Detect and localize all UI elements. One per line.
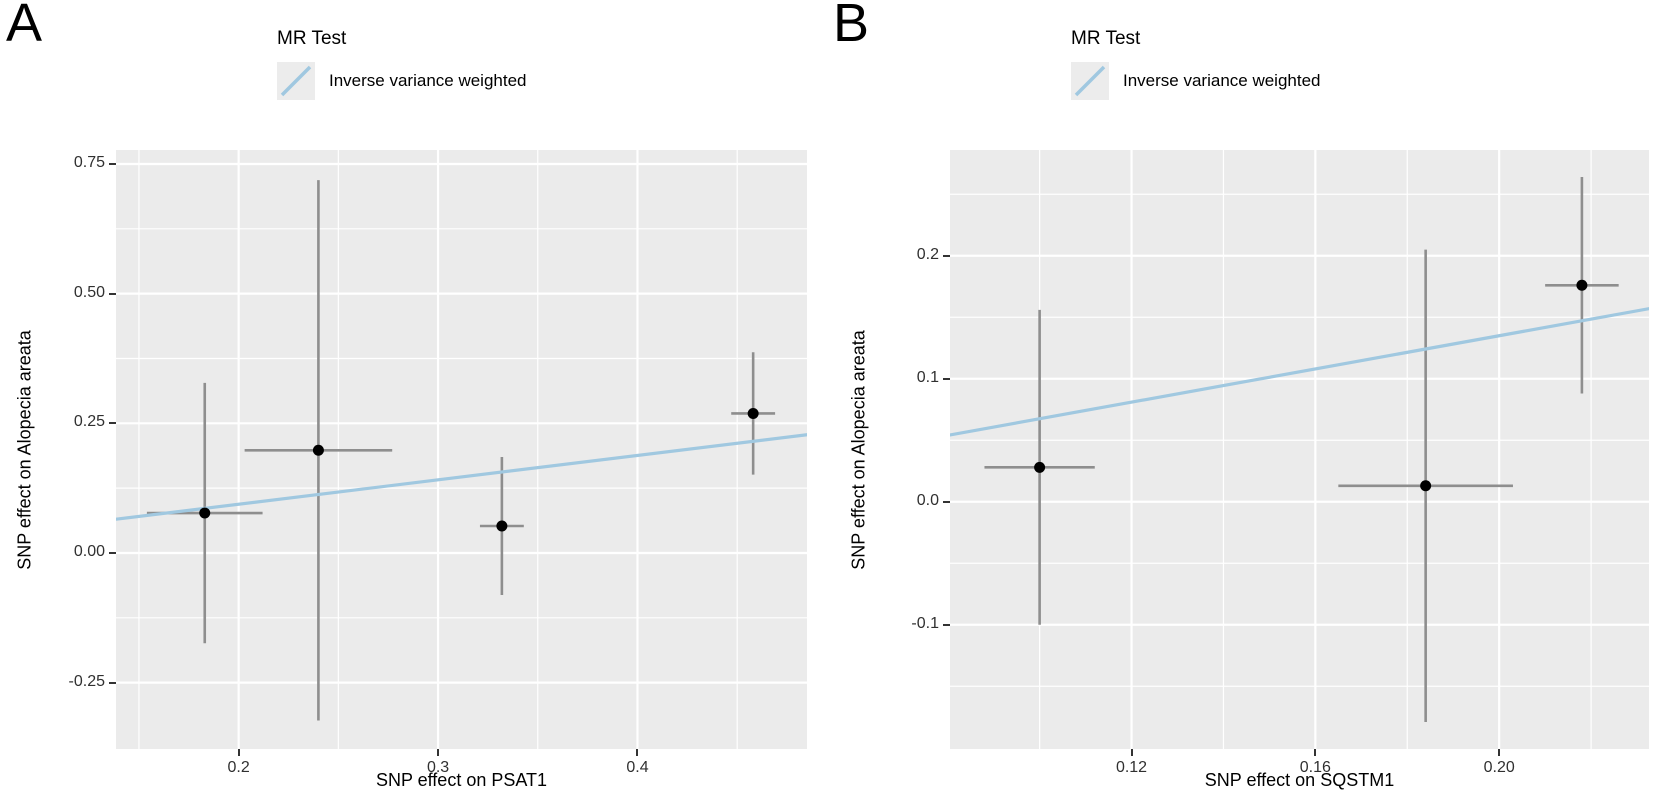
x-tick-mark <box>1130 749 1133 756</box>
y-tick-label: 0.2 <box>916 245 939 263</box>
x-tick-label: 0.12 <box>1115 759 1148 776</box>
x-tick-mark <box>237 749 240 756</box>
y-axis-title-b: SNP effect on Alopecia areata <box>848 330 869 570</box>
ivw-key-swatch <box>1074 65 1106 97</box>
legend-a: MR Test Inverse variance weighted <box>277 28 527 100</box>
x-tick-mark <box>636 749 639 756</box>
snp-data-point <box>496 520 508 532</box>
x-axis-title-b: SNP effect on SQSTM1 <box>1204 770 1395 790</box>
panel-a-letter: A <box>6 0 43 53</box>
y-tick-label: 0.1 <box>916 368 939 386</box>
panel-a: A MR Test Inverse variance weighted SNP … <box>6 0 809 790</box>
panel-b: B MR Test Inverse variance weighted SNP … <box>827 0 1654 809</box>
y-tick-label: -0.25 <box>68 672 105 690</box>
ivw-line-key-icon <box>1071 62 1109 100</box>
ivw-regression-line <box>114 433 809 521</box>
y-tick-label: -0.1 <box>911 614 939 632</box>
legend-title: MR Test <box>1071 28 1141 49</box>
ivw-regression-line <box>948 307 1651 437</box>
legend-title: MR Test <box>277 28 347 49</box>
y-tick-mark <box>109 681 116 684</box>
legend-entry-label: Inverse variance weighted <box>1123 71 1321 90</box>
x-tick-label: 0.20 <box>1483 759 1515 776</box>
plot-area-b <box>948 150 1651 749</box>
y-tick-label: 0.25 <box>73 413 105 431</box>
x-tick-label: 0.2 <box>227 759 250 776</box>
chart-canvas <box>948 150 1651 749</box>
legend-entry-ivw: Inverse variance weighted <box>277 62 527 100</box>
legend-b: MR Test Inverse variance weighted <box>1071 28 1321 100</box>
x-tick-label: 0.4 <box>626 759 649 776</box>
y-tick-mark <box>943 254 950 257</box>
snp-data-point <box>1576 279 1588 291</box>
y-tick-mark <box>943 623 950 626</box>
x-tick-label: 0.16 <box>1299 759 1331 776</box>
ivw-line-key-icon <box>277 62 315 100</box>
snp-data-point <box>1034 461 1046 473</box>
y-tick-mark <box>109 551 116 554</box>
x-tick-label: 0.3 <box>426 759 450 776</box>
snp-data-point <box>747 407 759 419</box>
y-tick-mark <box>109 292 116 295</box>
snp-data-point <box>199 507 211 519</box>
legend-entry-ivw: Inverse variance weighted <box>1071 62 1321 100</box>
ivw-key-swatch <box>280 65 312 97</box>
panel-b-letter: B <box>833 0 870 53</box>
y-tick-mark <box>109 163 116 165</box>
x-tick-mark <box>1498 749 1501 756</box>
y-tick-label: 0.75 <box>73 154 105 171</box>
y-tick-label: 0.50 <box>73 283 105 301</box>
y-tick-label: 0.0 <box>916 491 939 509</box>
legend-entry-label: Inverse variance weighted <box>329 71 527 90</box>
snp-data-point <box>1420 480 1432 492</box>
y-tick-label: 0.00 <box>73 542 105 560</box>
y-axis-title-a: SNP effect on Alopecia areata <box>14 330 35 570</box>
x-tick-mark <box>1314 749 1317 756</box>
x-tick-mark <box>437 749 440 756</box>
y-tick-mark <box>109 422 116 425</box>
y-tick-mark <box>943 377 950 380</box>
x-axis-title-a: SNP effect on PSAT1 <box>375 770 548 790</box>
chart-canvas <box>114 150 809 749</box>
y-tick-mark <box>943 500 950 503</box>
snp-data-point <box>312 444 324 456</box>
plot-area-a <box>114 150 809 749</box>
